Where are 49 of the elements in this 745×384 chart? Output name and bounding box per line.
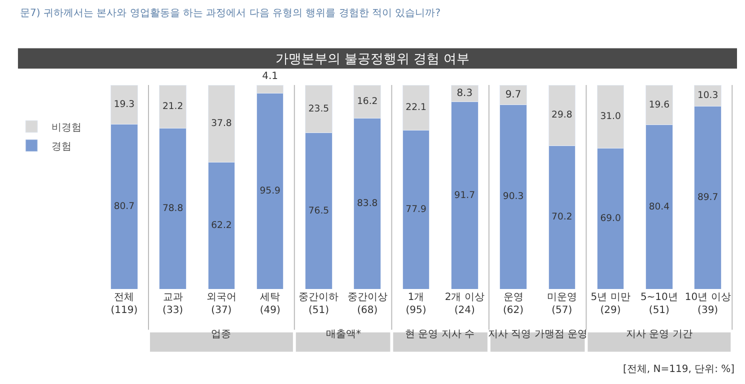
chart-title: 가맹본부의 불공정행위 경험 여부 bbox=[275, 52, 470, 68]
text: 지사 직영 가맹점 운영 bbox=[488, 329, 588, 340]
data-label: 31.0 bbox=[600, 110, 621, 122]
data-label: 23.5 bbox=[308, 103, 330, 114]
text: 지사 운영 기간 bbox=[626, 329, 692, 340]
data-label: 78.8 bbox=[162, 202, 184, 214]
legend-label: 경험 bbox=[52, 141, 72, 152]
data-label: 95.9 bbox=[260, 186, 281, 197]
data-label: 10.3 bbox=[697, 90, 718, 101]
text: 현 운영 지사 수 bbox=[405, 329, 475, 340]
x-tick-label: 미운영 (57) bbox=[546, 292, 577, 316]
data-label: 21.2 bbox=[162, 100, 184, 112]
x-tick-label: 중간이상 (68) bbox=[347, 292, 388, 316]
data-label: 4.1 bbox=[262, 71, 278, 82]
legend-label: 비경험 bbox=[52, 122, 82, 134]
text: 매출액* bbox=[326, 329, 361, 340]
data-label: 37.8 bbox=[211, 118, 232, 129]
data-label: 62.2 bbox=[211, 220, 232, 231]
data-label: 76.5 bbox=[308, 205, 330, 216]
data-label: 8.3 bbox=[456, 88, 473, 99]
data-label: 22.1 bbox=[406, 102, 426, 113]
data-label: 90.3 bbox=[502, 191, 524, 202]
x-tick-label: 1개 (95) bbox=[406, 292, 426, 316]
x-tick-label: 2개 이상 (24) bbox=[444, 292, 484, 316]
data-label: 77.9 bbox=[406, 204, 426, 215]
data-label: 19.6 bbox=[648, 99, 670, 110]
data-label: 70.2 bbox=[552, 212, 572, 223]
text: 업종 bbox=[211, 329, 231, 340]
x-tick-label: 세탁 (49) bbox=[260, 292, 280, 316]
x-tick-label: 10년 이상 (39) bbox=[684, 292, 731, 316]
data-label: 69.0 bbox=[600, 212, 621, 224]
x-tick-label: 중간이하 (51) bbox=[298, 292, 339, 316]
x-tick-label: 전체 (119) bbox=[110, 292, 138, 316]
x-tick-label: 교과 (33) bbox=[162, 292, 184, 316]
data-label: 80.7 bbox=[114, 201, 135, 212]
data-label: 91.7 bbox=[454, 190, 476, 201]
chart-subtitle: 문7) 귀하께서는 본사와 영업활동을 하는 과정에서 다음 유형의 행위를 경험한 적이 있습니까? bbox=[20, 8, 441, 19]
data-label: 89.7 bbox=[697, 192, 718, 203]
data-label: 80.4 bbox=[648, 201, 670, 212]
text: [전체, N=119, 단위: %] bbox=[623, 364, 735, 375]
data-label: 83.8 bbox=[357, 198, 378, 209]
x-tick-label: 외국어 (37) bbox=[206, 292, 236, 316]
data-label: 9.7 bbox=[505, 89, 522, 100]
data-label: 19.3 bbox=[114, 99, 135, 110]
x-tick-label: 운영 (62) bbox=[503, 292, 524, 316]
x-tick-label: 5년 미만 (29) bbox=[590, 292, 630, 316]
data-label: 29.8 bbox=[552, 110, 572, 121]
x-tick-label: 5~10년 (51) bbox=[640, 292, 678, 316]
data-label: 16.2 bbox=[357, 96, 378, 107]
